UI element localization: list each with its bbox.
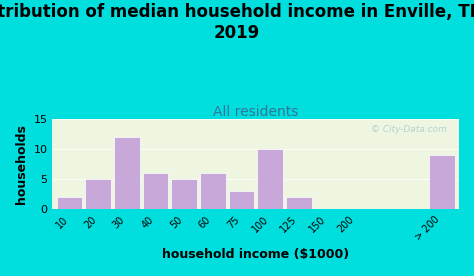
Bar [57, 197, 82, 209]
Y-axis label: households: households [15, 124, 28, 204]
Bar [228, 191, 254, 209]
Bar [114, 137, 140, 209]
Text: Distribution of median household income in Enville, TN in
2019: Distribution of median household income … [0, 3, 474, 42]
Bar [85, 179, 111, 209]
Bar [257, 149, 283, 209]
Title: All residents: All residents [213, 105, 299, 119]
Text: © City-Data.com: © City-Data.com [371, 125, 447, 134]
Bar [286, 197, 311, 209]
X-axis label: household income ($1000): household income ($1000) [162, 248, 349, 261]
Bar [171, 179, 197, 209]
Bar [200, 173, 226, 209]
Bar [143, 173, 168, 209]
Bar [429, 155, 455, 209]
